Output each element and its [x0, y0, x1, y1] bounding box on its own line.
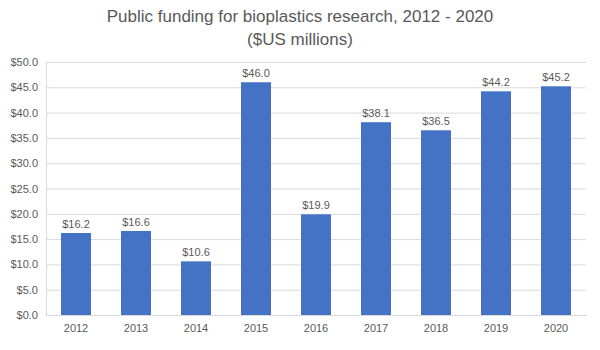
- y-tick-label: $45.0: [10, 81, 38, 93]
- y-tick: $50.0: [10, 56, 586, 68]
- x-tick: 2019: [484, 315, 508, 334]
- x-tick: 2014: [184, 315, 208, 334]
- data-labels: $16.2 $16.6 $10.6 $46.0 $19.9 $38.1 $36.5 $44.2…: [62, 67, 570, 258]
- data-label: $16.2: [62, 218, 90, 230]
- bar: [121, 231, 151, 315]
- y-tick-label: $5.0: [17, 284, 38, 296]
- x-tick-label: 2012: [64, 322, 88, 334]
- subtitle: ($US millions): [247, 30, 353, 49]
- y-tick-label: $0.0: [17, 309, 38, 321]
- y-tick-label: $25.0: [10, 183, 38, 195]
- x-tick-label: 2017: [364, 322, 388, 334]
- data-label: $38.1: [362, 107, 390, 119]
- x-tick-label: 2014: [184, 322, 208, 334]
- x-tick: 2015: [244, 315, 268, 334]
- title: Public funding for bioplastics research,…: [107, 7, 494, 26]
- data-label: $44.2: [482, 76, 510, 88]
- bar: [61, 233, 91, 315]
- y-tick-label: $35.0: [10, 132, 38, 144]
- data-label: $19.9: [302, 199, 330, 211]
- plot: $0.0 $5.0 $10.0 $15.0 $20.0 $25.0 $30.0 $35.0 $4…: [10, 56, 586, 334]
- y-tick-label: $40.0: [10, 107, 38, 119]
- y-axis: $0.0 $5.0 $10.0 $15.0 $20.0 $25.0 $30.0 $35.0 $4…: [10, 56, 586, 321]
- bar: [541, 86, 571, 315]
- x-tick-label: 2019: [484, 322, 508, 334]
- data-label: $46.0: [242, 67, 270, 79]
- data-label: $10.6: [182, 246, 210, 258]
- y-tick-label: $10.0: [10, 258, 38, 270]
- x-tick: 2012: [64, 315, 88, 334]
- x-axis-line: [47, 315, 587, 316]
- y-tick-label: $15.0: [10, 233, 38, 245]
- y-tick-label: $30.0: [10, 157, 38, 169]
- bar: [301, 214, 331, 315]
- x-axis: 2012 2013 2014 2015 2016 2017 2018 2019 2020: [47, 315, 587, 334]
- x-tick: 2013: [124, 315, 148, 334]
- data-label: $16.6: [122, 216, 150, 228]
- x-tick: 2016: [304, 315, 328, 334]
- data-label: $36.5: [422, 115, 450, 127]
- grid-line: [46, 62, 586, 63]
- x-tick: 2020: [544, 315, 568, 334]
- data-label: $45.2: [542, 71, 570, 83]
- grid-line: [46, 315, 586, 316]
- x-tick-label: 2013: [124, 322, 148, 334]
- bar: [181, 261, 211, 315]
- y-tick-label: $50.0: [10, 56, 38, 68]
- bar: [481, 91, 511, 315]
- x-tick-label: 2018: [424, 322, 448, 334]
- bar: [241, 82, 271, 315]
- x-tick-label: 2015: [244, 322, 268, 334]
- x-tick: 2017: [364, 315, 388, 334]
- x-tick-label: 2020: [544, 322, 568, 334]
- x-tick: 2018: [424, 315, 448, 334]
- bar: [361, 122, 391, 315]
- bars: [61, 82, 571, 315]
- chart: Public funding for bioplastics research,…: [0, 0, 600, 350]
- bar: [421, 130, 451, 315]
- x-tick-label: 2016: [304, 322, 328, 334]
- y-tick-label: $20.0: [10, 208, 38, 220]
